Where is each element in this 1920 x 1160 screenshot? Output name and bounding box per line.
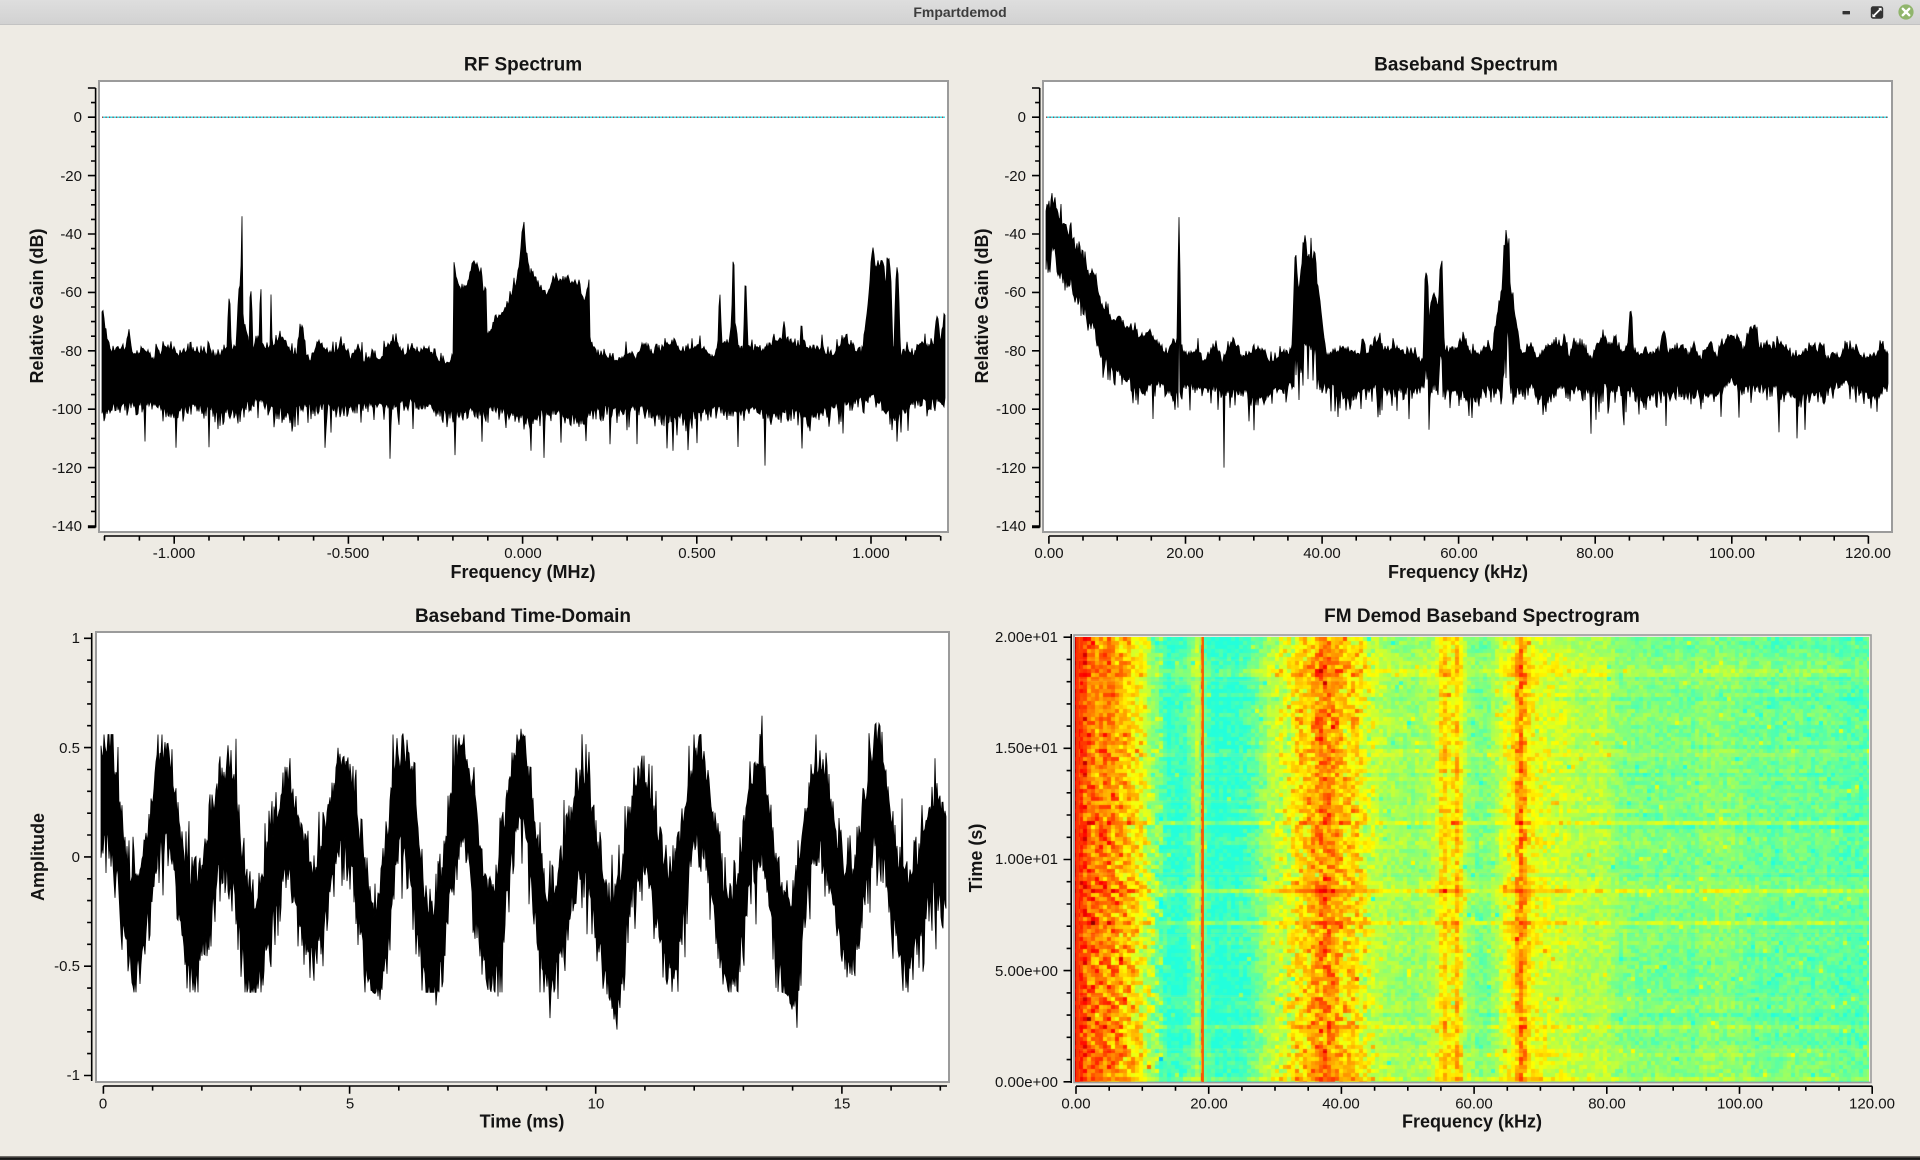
svg-text:40.00: 40.00: [1322, 1096, 1360, 1113]
svg-text:Amplitude: Amplitude: [28, 813, 48, 901]
svg-text:RF Spectrum: RF Spectrum: [464, 55, 582, 76]
svg-text:80.00: 80.00: [1588, 1096, 1626, 1113]
svg-text:100.00: 100.00: [1717, 1096, 1763, 1113]
svg-text:5.00e+00: 5.00e+00: [995, 963, 1058, 980]
svg-text:1.00e+01: 1.00e+01: [995, 851, 1058, 868]
svg-text:0.000: 0.000: [504, 545, 542, 562]
svg-text:-140: -140: [996, 518, 1026, 535]
svg-text:0.00e+00: 0.00e+00: [995, 1074, 1058, 1091]
svg-text:-60: -60: [1004, 284, 1026, 301]
svg-text:-20: -20: [1004, 168, 1026, 185]
svg-text:Frequency (kHz): Frequency (kHz): [1388, 562, 1528, 582]
svg-text:80.00: 80.00: [1576, 545, 1614, 562]
svg-text:0: 0: [74, 109, 82, 126]
svg-text:0: 0: [99, 1096, 107, 1113]
svg-text:-0.5: -0.5: [54, 958, 80, 975]
svg-text:0.500: 0.500: [678, 545, 716, 562]
svg-text:-140: -140: [52, 518, 82, 535]
svg-text:20.00: 20.00: [1166, 545, 1204, 562]
svg-text:-60: -60: [60, 284, 82, 301]
svg-text:0.00: 0.00: [1034, 545, 1063, 562]
svg-text:100.00: 100.00: [1709, 545, 1755, 562]
svg-text:120.00: 120.00: [1845, 545, 1891, 562]
svg-text:FM Demod Baseband Spectrogram: FM Demod Baseband Spectrogram: [1324, 606, 1640, 627]
svg-text:-120: -120: [996, 460, 1026, 477]
svg-text:Relative Gain (dB): Relative Gain (dB): [972, 228, 992, 383]
svg-text:2.00e+01: 2.00e+01: [995, 629, 1058, 646]
svg-text:60.00: 60.00: [1440, 545, 1478, 562]
svg-text:5: 5: [346, 1096, 354, 1113]
svg-text:1.000: 1.000: [852, 545, 890, 562]
svg-text:Frequency (kHz): Frequency (kHz): [1402, 1112, 1542, 1132]
svg-text:-40: -40: [60, 226, 82, 243]
svg-text:Time (ms): Time (ms): [480, 1112, 565, 1132]
svg-text:Baseband Spectrum: Baseband Spectrum: [1374, 55, 1558, 76]
svg-text:-40: -40: [1004, 226, 1026, 243]
svg-text:40.00: 40.00: [1303, 545, 1341, 562]
svg-text:Relative Gain (dB): Relative Gain (dB): [27, 228, 47, 383]
svg-text:Time (s): Time (s): [966, 824, 986, 893]
svg-text:-80: -80: [1004, 343, 1026, 360]
svg-text:-20: -20: [60, 168, 82, 185]
svg-text:1: 1: [72, 630, 80, 647]
svg-text:0: 0: [1018, 109, 1026, 126]
svg-text:120.00: 120.00: [1849, 1096, 1895, 1113]
svg-text:-0.500: -0.500: [327, 545, 370, 562]
svg-text:-120: -120: [52, 460, 82, 477]
svg-text:0.5: 0.5: [59, 740, 80, 757]
svg-text:-80: -80: [60, 343, 82, 360]
svg-text:-100: -100: [996, 401, 1026, 418]
svg-text:60.00: 60.00: [1455, 1096, 1493, 1113]
svg-text:-1.000: -1.000: [153, 545, 196, 562]
svg-text:Frequency (MHz): Frequency (MHz): [450, 562, 595, 582]
svg-text:Baseband Time-Domain: Baseband Time-Domain: [415, 606, 631, 627]
svg-text:-100: -100: [52, 401, 82, 418]
svg-text:20.00: 20.00: [1190, 1096, 1228, 1113]
svg-text:-1: -1: [67, 1067, 80, 1084]
svg-text:1.50e+01: 1.50e+01: [995, 740, 1058, 757]
svg-text:15: 15: [834, 1096, 851, 1113]
svg-text:0.00: 0.00: [1061, 1096, 1090, 1113]
svg-text:10: 10: [588, 1096, 605, 1113]
svg-text:0: 0: [72, 849, 80, 866]
